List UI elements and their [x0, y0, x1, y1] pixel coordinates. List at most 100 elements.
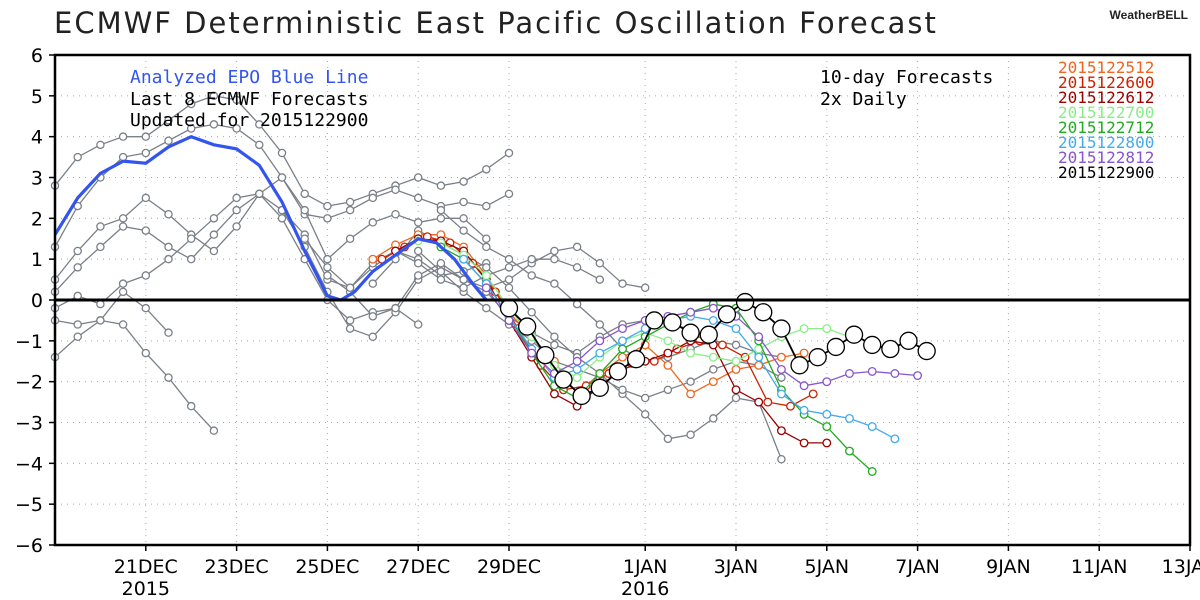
gray-run-point: [572, 242, 582, 252]
gray-run-point: [164, 116, 173, 125]
gray-run-point: [323, 263, 332, 272]
series-2015122900-point: [717, 305, 737, 324]
series-2015122800-point: [708, 315, 718, 325]
series-2015122900-point: [881, 339, 900, 359]
series-2015122900-point: [790, 356, 809, 375]
gray-run-point: [141, 193, 151, 203]
y-tick-label: 3: [31, 168, 43, 190]
gray-run-point: [686, 430, 695, 439]
gray-run-point: [277, 214, 287, 223]
past-forecasts: [50, 91, 786, 464]
gray-run-point: [504, 275, 514, 284]
gray-run-point: [141, 132, 151, 141]
series-2015122512-point: [618, 352, 627, 362]
gray-run-point: [550, 340, 559, 350]
note-daily: 2x Daily: [820, 89, 907, 110]
gray-run-point: [73, 291, 82, 301]
gray-run-point: [345, 205, 355, 215]
gray-run-point: [391, 303, 400, 313]
gray-run-point: [141, 148, 151, 158]
y-tick-label: −6: [15, 535, 43, 557]
series-2015122600-point: [808, 389, 818, 399]
gray-run-point: [164, 209, 173, 219]
gray-run-point: [323, 214, 332, 223]
series-2015122612-point: [549, 389, 559, 399]
gray-run-point: [459, 226, 468, 235]
gray-run-point: [345, 234, 355, 243]
series-2015122900-point: [899, 331, 918, 350]
series-2015122900-point: [917, 341, 936, 361]
y-tick-label: −1: [15, 331, 43, 353]
series-2015122900-point: [772, 319, 791, 338]
y-tick-label: −3: [15, 413, 43, 435]
gray-run-point: [345, 283, 355, 292]
x-tick-label: 3JAN: [714, 556, 759, 578]
y-tick-label: 0: [31, 290, 43, 312]
gray-run-point: [527, 254, 536, 264]
note-analyzed: Analyzed EPO Blue Line: [130, 67, 368, 88]
series-2015122812-point: [845, 369, 854, 378]
gray-run-point: [232, 124, 241, 133]
gray-run-point: [186, 401, 196, 411]
gray-run-point: [96, 140, 105, 150]
gray-run-point: [482, 201, 491, 211]
series-2015122800-point: [595, 348, 605, 358]
gray-run-point: [277, 148, 287, 158]
gray-run-point: [164, 373, 173, 382]
x-tick-year: 2015: [122, 578, 170, 600]
series-2015122900-point: [863, 335, 882, 355]
gray-run-point: [141, 348, 151, 358]
gray-run-point: [459, 283, 468, 292]
series-2015122700-point: [572, 373, 582, 383]
legend-item: 2015122612: [1058, 88, 1154, 107]
series-2015122612-point: [822, 438, 832, 448]
gray-run-point: [459, 197, 468, 207]
gray-run-point: [209, 230, 219, 239]
gray-run-point: [118, 320, 128, 329]
series-2015122700-point: [663, 336, 673, 346]
gray-run-point: [232, 222, 241, 231]
series-2015122600-point: [717, 340, 727, 350]
series-2015122812-point: [913, 371, 923, 380]
gray-run-point: [527, 307, 536, 317]
x-tick-label: 29DEC: [477, 556, 541, 578]
gray-run-point: [232, 95, 241, 105]
series-2015122900-point: [518, 317, 537, 336]
series-2015122812-point: [686, 307, 696, 317]
series-2015122800-point: [459, 254, 469, 264]
gray-run-point: [300, 205, 309, 215]
series-2015122512-point: [731, 364, 741, 374]
gray-run-point: [413, 246, 423, 256]
gray-run-point: [618, 279, 627, 288]
gray-run-point: [96, 242, 105, 252]
gray-run-point: [504, 189, 514, 199]
series-2015122900-point: [645, 311, 664, 330]
gray-run-point: [186, 99, 196, 109]
series-2015122900-point: [808, 348, 827, 367]
series-2015122900-point: [554, 370, 573, 389]
analyzed-epo-line: [53, 134, 488, 302]
gray-run-point: [164, 328, 173, 337]
y-axis-ticks: 6 5 4 3 2 1 0 −1 −2 −3 −4 −5 −6: [15, 45, 55, 557]
gray-run-point: [413, 218, 423, 227]
gray-run-point: [73, 332, 82, 341]
series-2015122812-point: [595, 336, 605, 346]
gray-run-point: [686, 377, 695, 386]
series-2015122612-point: [754, 397, 764, 407]
series-2015122800-point: [845, 413, 854, 423]
gray-run-point: [345, 197, 355, 207]
series-2015122512-point: [686, 389, 696, 399]
series-2015122700-point: [731, 356, 741, 366]
gray-run-point: [436, 275, 446, 284]
series-2015122712-point: [595, 369, 605, 378]
series-2015122512-point: [708, 377, 718, 387]
series-2015122800-point: [890, 434, 900, 444]
gray-run-point: [595, 275, 605, 284]
gray-run-point: [777, 454, 786, 464]
gray-run-point: [709, 365, 718, 374]
gray-run-point: [595, 258, 605, 268]
series-2015122900-point: [626, 350, 646, 369]
gray-run-point: [731, 340, 741, 350]
